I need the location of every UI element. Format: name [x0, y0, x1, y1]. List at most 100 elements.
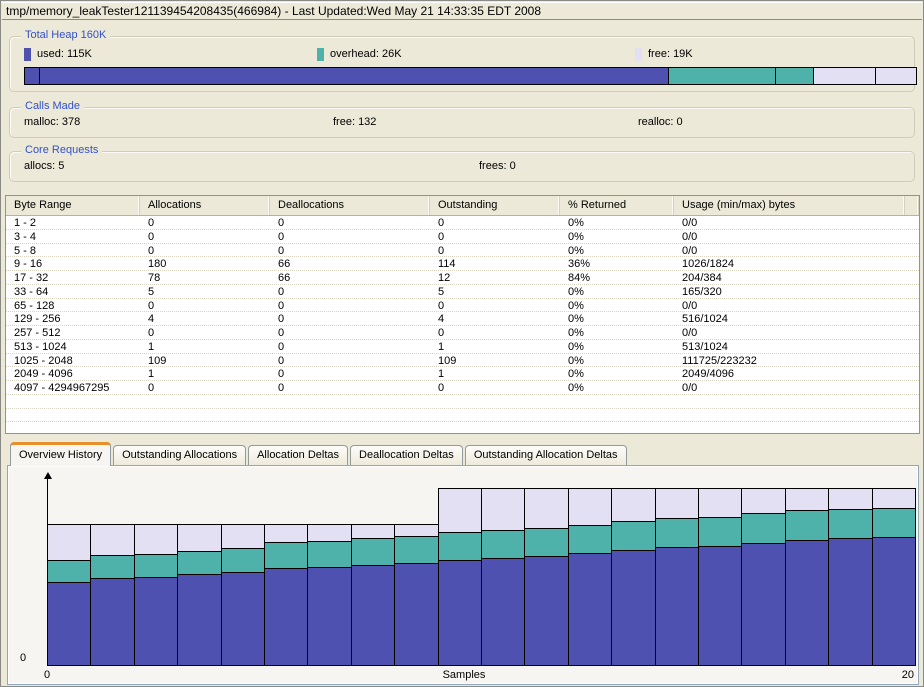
column-header-outstanding[interactable]: Outstanding: [430, 196, 560, 215]
stat-free: free: 132: [333, 116, 376, 128]
total-heap-group: Total Heap 160K used: 115K overhead: 26K…: [9, 36, 915, 92]
table-cell: 1: [140, 340, 270, 353]
table-cell: 513/1024: [674, 340, 905, 353]
heap-bar-segment-used: [25, 68, 39, 84]
table-row[interactable]: 5 - 80000%0/0: [6, 244, 919, 258]
stat-allocs: allocs: 5: [24, 160, 64, 172]
table-cell: 180: [140, 257, 270, 270]
bar-segment-overhead: [568, 526, 612, 554]
table-cell: 0%: [560, 216, 674, 229]
table-cell: 3 - 4: [6, 230, 140, 243]
tab-deallocation-deltas[interactable]: Deallocation Deltas: [350, 445, 463, 465]
table-row[interactable]: 9 - 161806611436%1026/1824: [6, 257, 919, 271]
bar-segment-free: [481, 488, 525, 531]
legend-item-free: free: 19K: [635, 47, 693, 61]
table-row: [6, 409, 919, 423]
table-cell: 516/1024: [674, 312, 905, 325]
tab-strip: Overview HistoryOutstanding AllocationsA…: [10, 442, 627, 465]
bar-segment-overhead: [134, 555, 178, 578]
table-cell: [560, 395, 674, 408]
chart-bar-sample-10: [438, 488, 482, 666]
chart-bar-sample-15: [655, 488, 699, 666]
table-row[interactable]: 17 - 3278661284%204/384: [6, 271, 919, 285]
table-row: [6, 395, 919, 409]
bar-segment-free: [47, 524, 91, 561]
table-cell: 0: [270, 367, 430, 380]
bar-segment-used: [524, 557, 569, 666]
tab-outstanding-allocations[interactable]: Outstanding Allocations: [113, 445, 246, 465]
bar-segment-overhead: [524, 529, 569, 557]
chart-bar-sample-18: [785, 488, 829, 666]
table-row[interactable]: 1 - 20000%0/0: [6, 216, 919, 230]
table-cell: 257 - 512: [6, 326, 140, 339]
y-axis-arrow-icon: [44, 472, 52, 479]
table-row[interactable]: 513 - 10241010%513/1024: [6, 340, 919, 354]
bar-segment-overhead: [698, 518, 742, 547]
table-row[interactable]: 257 - 5120000%0/0: [6, 326, 919, 340]
heap-usage-bar: [24, 67, 917, 85]
chart-bar-sample-9: [394, 524, 439, 666]
column-header-allocations[interactable]: Allocations: [140, 196, 270, 215]
chart-bar-sample-19: [828, 488, 873, 666]
table-cell: 0: [270, 312, 430, 325]
heap-bar-segment-used: [39, 68, 668, 84]
table-row[interactable]: 1025 - 204810901090%111725/223232: [6, 354, 919, 368]
table-cell: 1 - 2: [6, 216, 140, 229]
table-cell: 0%: [560, 244, 674, 257]
table-cell: [430, 409, 560, 422]
column-header-deallocations[interactable]: Deallocations: [270, 196, 430, 215]
table-cell: 0%: [560, 326, 674, 339]
table-cell: 0/0: [674, 326, 905, 339]
table-cell: [6, 409, 140, 422]
bar-segment-free: [264, 524, 308, 543]
bar-segment-overhead: [785, 511, 829, 541]
table-cell: 0/0: [674, 299, 905, 312]
table-cell: 1: [430, 340, 560, 353]
chart-bar-sample-6: [264, 524, 308, 666]
chart-bar-sample-11: [481, 488, 525, 666]
table-cell: 111725/223232: [674, 354, 905, 367]
table-cell: 4: [140, 312, 270, 325]
bar-segment-overhead: [828, 510, 873, 539]
bar-segment-free: [785, 488, 829, 511]
column-header-filler[interactable]: [905, 196, 919, 215]
table-row[interactable]: 129 - 2564040%516/1024: [6, 312, 919, 326]
table-cell: 0: [140, 230, 270, 243]
column-header-byte-range[interactable]: Byte Range: [6, 196, 140, 215]
table-cell: 0: [270, 244, 430, 257]
tab-allocation-deltas[interactable]: Allocation Deltas: [248, 445, 348, 465]
bar-segment-used: [264, 569, 308, 666]
bar-segment-free: [221, 524, 265, 549]
bar-segment-free: [351, 524, 395, 539]
bar-segment-used: [741, 544, 786, 666]
table-cell: 1026/1824: [674, 257, 905, 270]
bar-segment-used: [47, 583, 91, 666]
table-cell: 0: [270, 354, 430, 367]
column-header-returned[interactable]: % Returned: [560, 196, 674, 215]
table-row[interactable]: 33 - 645050%165/320: [6, 285, 919, 299]
table-row[interactable]: 2049 - 40961010%2049/4096: [6, 367, 919, 381]
table-row[interactable]: 4097 - 42949672950000%0/0: [6, 381, 919, 395]
table-cell: [674, 395, 905, 408]
table-cell: 0%: [560, 340, 674, 353]
table-cell: 109: [140, 354, 270, 367]
table-cell: [430, 395, 560, 408]
table-row[interactable]: 65 - 1280000%0/0: [6, 299, 919, 313]
table-cell: 0: [270, 340, 430, 353]
bar-segment-free: [307, 524, 352, 542]
table-cell: 78: [140, 271, 270, 284]
table-cell: 0%: [560, 312, 674, 325]
table-cell: [140, 409, 270, 422]
tab-outstanding-allocation-deltas[interactable]: Outstanding Allocation Deltas: [465, 445, 627, 465]
bar-segment-used: [481, 559, 525, 666]
tab-overview-history[interactable]: Overview History: [10, 442, 111, 466]
table-row[interactable]: 3 - 40000%0/0: [6, 230, 919, 244]
bar-segment-used: [655, 548, 699, 666]
chart-bar-sample-16: [698, 488, 742, 666]
table-cell: 0%: [560, 230, 674, 243]
table-cell: 165/320: [674, 285, 905, 298]
bar-segment-free: [90, 524, 135, 556]
bar-segment-overhead: [611, 522, 656, 551]
table-cell: [270, 395, 430, 408]
column-header-usage-min-max-bytes[interactable]: Usage (min/max) bytes: [674, 196, 905, 215]
